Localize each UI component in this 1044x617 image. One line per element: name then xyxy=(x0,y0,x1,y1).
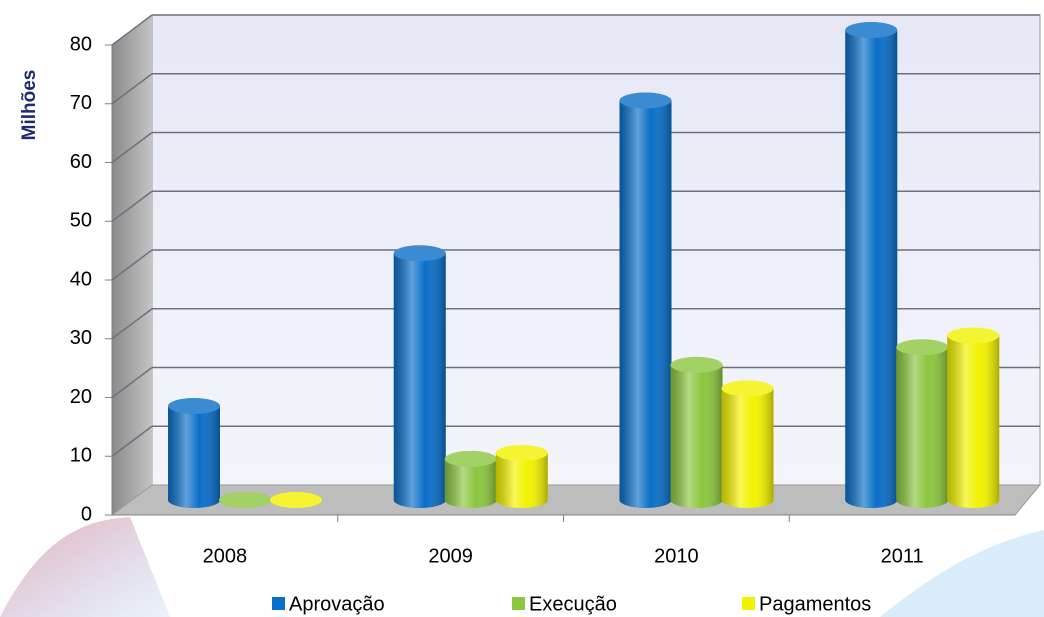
y-tick-label: 70 xyxy=(70,92,92,114)
legend-swatch xyxy=(512,597,525,610)
y-tick-label: 0 xyxy=(81,503,92,525)
legend-swatch xyxy=(272,597,285,610)
bar-bottom-shade xyxy=(168,492,220,508)
bar-shade xyxy=(845,30,898,500)
bar-top-shine xyxy=(845,22,898,38)
y-tick-label: 50 xyxy=(70,210,92,232)
bar-top xyxy=(947,327,1000,344)
grid-line xyxy=(111,14,153,46)
legend-swatch xyxy=(742,597,755,610)
bar-top xyxy=(219,492,271,508)
bar-shade xyxy=(393,253,446,500)
bar xyxy=(495,445,548,508)
bar-top xyxy=(721,380,774,397)
bar-bottom-shade xyxy=(619,492,672,508)
bar xyxy=(393,245,446,508)
x-tick-label: 2009 xyxy=(428,545,473,567)
bar-top-shine xyxy=(168,398,220,414)
bar-bottom-shade xyxy=(721,492,774,508)
y-tick-label: 80 xyxy=(70,33,92,55)
grid-line xyxy=(111,190,153,222)
bar-bottom-shade xyxy=(670,492,723,508)
y-tick-label: 10 xyxy=(70,445,92,467)
decoration xyxy=(880,530,1044,617)
bar-top xyxy=(670,356,723,373)
bar-top-shine xyxy=(270,492,322,508)
bar-shade xyxy=(168,406,220,500)
bar-bottom-shade xyxy=(393,492,446,508)
bar-bottom-shade xyxy=(947,492,1000,508)
bar-top-shine xyxy=(619,92,672,109)
bar xyxy=(619,92,672,508)
bar xyxy=(219,492,271,508)
bar-shade xyxy=(670,364,723,500)
legend-label: Pagamentos xyxy=(759,593,871,615)
y-tick-label: 20 xyxy=(70,386,92,408)
bar xyxy=(270,492,322,508)
grid-line xyxy=(111,73,153,105)
bar-top xyxy=(619,92,672,109)
y-axis-label: Milhões xyxy=(19,70,40,141)
bar-top-shine xyxy=(393,245,446,262)
bar-top xyxy=(444,450,497,467)
grid-line xyxy=(111,425,153,457)
bar-top-shine xyxy=(219,492,271,508)
bar-shade xyxy=(947,335,1000,500)
y-tick-label: 40 xyxy=(70,268,92,290)
bar-top-shine xyxy=(947,327,1000,344)
x-tick-label: 2011 xyxy=(881,545,924,567)
bar xyxy=(896,339,949,508)
bar-bottom-shade xyxy=(845,492,898,508)
bar-top-shine xyxy=(495,445,548,461)
grid-line xyxy=(111,131,153,164)
bar xyxy=(947,327,1000,508)
bar xyxy=(670,356,723,508)
bar-top-shine xyxy=(721,380,774,397)
bar xyxy=(845,22,898,508)
x-tick-label: 2008 xyxy=(203,545,248,567)
bar xyxy=(444,450,497,508)
bar xyxy=(721,380,774,508)
bar-top-shine xyxy=(444,450,497,467)
y-tick-label: 60 xyxy=(70,151,92,173)
bar-top-shine xyxy=(670,356,723,373)
bar-top xyxy=(270,492,322,508)
decoration xyxy=(0,517,170,617)
bar-top-shine xyxy=(896,339,949,356)
bar-top xyxy=(845,22,898,38)
bar xyxy=(168,398,220,508)
bar-bottom-shade xyxy=(896,492,949,508)
bar-bottom-shade xyxy=(495,492,548,508)
legend-label: Execução xyxy=(529,593,617,615)
grid-line xyxy=(111,308,153,340)
bar-shade xyxy=(896,347,949,500)
legend-label: Aprovação xyxy=(289,593,385,615)
bar-top xyxy=(495,445,548,461)
grid-line xyxy=(111,249,153,281)
bar-shade xyxy=(619,100,672,500)
bar-top xyxy=(393,245,446,262)
bar-top xyxy=(168,398,220,414)
y-tick-label: 30 xyxy=(70,327,92,349)
grid-line xyxy=(111,366,153,399)
x-tick-label: 2010 xyxy=(654,545,699,567)
bar-bottom-shade xyxy=(444,492,497,508)
bar-top xyxy=(896,339,949,356)
bar-shade xyxy=(721,388,774,500)
